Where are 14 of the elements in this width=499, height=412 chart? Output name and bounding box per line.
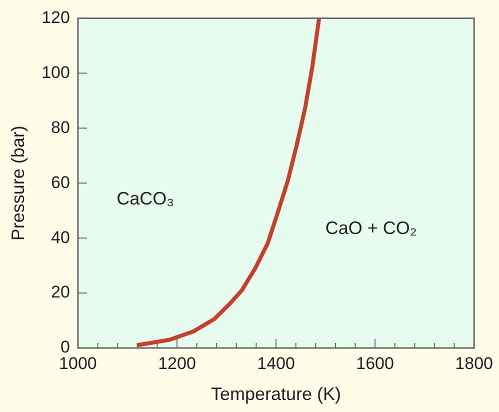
annotation: CaCO₃ [116, 188, 174, 209]
y-tick-label: 40 [51, 228, 70, 247]
annotation: CaO + CO₂ [325, 218, 417, 238]
y-tick-label: 120 [42, 8, 70, 27]
y-tick-label: 80 [51, 118, 70, 137]
x-tick-label: 1800 [455, 354, 494, 373]
y-tick-label: 20 [51, 282, 70, 302]
y-tick-label: 60 [51, 172, 70, 192]
x-tick-label: 1400 [257, 354, 295, 373]
y-axis-title: Pressure (bar) [8, 126, 28, 241]
x-axis-title: Temperature (K) [211, 384, 342, 404]
x-tick-label: 1200 [158, 354, 196, 373]
y-tick-label: 100 [42, 62, 70, 82]
x-tick-label: 1600 [356, 354, 394, 373]
